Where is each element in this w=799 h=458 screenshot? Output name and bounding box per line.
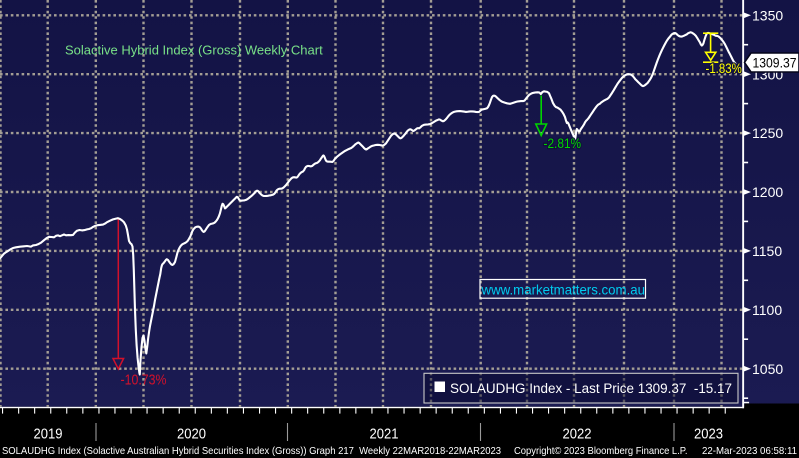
svg-text:1100: 1100 — [752, 302, 782, 318]
svg-text:2020: 2020 — [177, 427, 206, 443]
svg-text:22-Mar-2023 06:58:11: 22-Mar-2023 06:58:11 — [702, 446, 797, 457]
svg-text:1150: 1150 — [752, 243, 782, 259]
svg-text:2019: 2019 — [34, 427, 63, 443]
svg-text:Solactive Hybrid Index (Gross): Solactive Hybrid Index (Gross) Weekly Ch… — [65, 43, 323, 58]
svg-text:1250: 1250 — [752, 125, 783, 141]
svg-text:-10.73%: -10.73% — [121, 371, 167, 388]
svg-text:-1.83%: -1.83% — [706, 60, 742, 76]
svg-text:2021: 2021 — [370, 427, 399, 443]
svg-text:1200: 1200 — [752, 184, 783, 200]
svg-text:SOLAUDHG Index (Solactive Aust: SOLAUDHG Index (Solactive Australian Hyb… — [2, 446, 501, 457]
svg-text:1050: 1050 — [752, 361, 783, 377]
svg-text:1350: 1350 — [752, 7, 783, 23]
svg-text:-2.81%: -2.81% — [544, 135, 582, 151]
svg-text:SOLAUDHG Index - Last Price 13: SOLAUDHG Index - Last Price 1309.37 -15.… — [450, 381, 732, 396]
svg-text:2022: 2022 — [563, 427, 592, 443]
svg-text:2023: 2023 — [694, 427, 723, 443]
svg-text:www.marketmatters.com.au: www.marketmatters.com.au — [481, 282, 645, 298]
svg-text:Copyright© 2023 Bloomberg Fina: Copyright© 2023 Bloomberg Finance L.P. — [514, 446, 688, 457]
svg-text:1309.37: 1309.37 — [753, 54, 797, 70]
